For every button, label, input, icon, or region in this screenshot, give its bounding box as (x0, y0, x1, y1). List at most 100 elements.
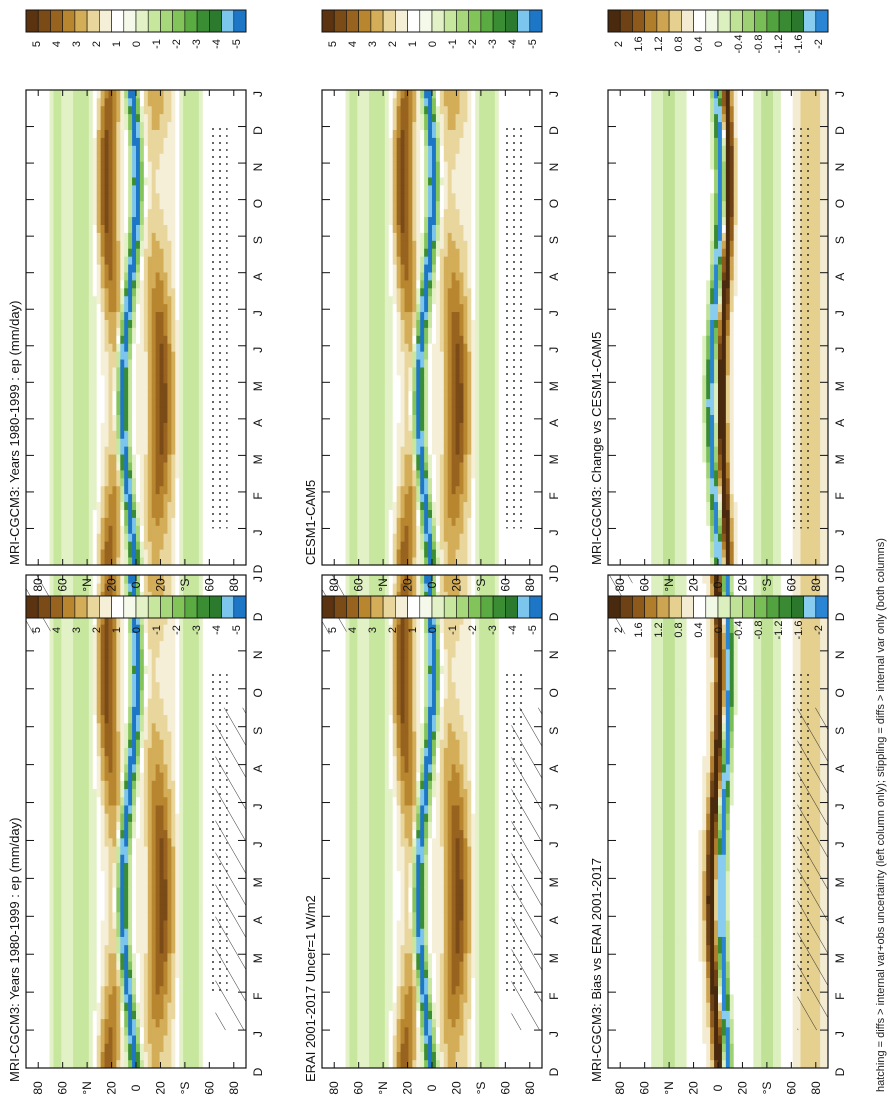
contour-cell (61, 478, 65, 486)
contour-cell (140, 756, 144, 765)
contour-cell (85, 1027, 89, 1036)
contour-cell (105, 945, 109, 954)
contour-cell (50, 343, 54, 351)
contour-cell (54, 969, 58, 978)
contour-cell (140, 961, 144, 970)
contour-cell (167, 764, 171, 773)
contour-cell (69, 706, 73, 715)
contour-cell (120, 280, 124, 288)
contour-cell (156, 953, 160, 962)
contour-cell (175, 830, 179, 839)
contour-cell (132, 731, 136, 740)
contour-cell (93, 723, 97, 732)
contour-cell (97, 343, 101, 351)
contour-cell (109, 343, 113, 351)
contour-cell (112, 533, 116, 541)
contour-cell (97, 280, 101, 288)
contour-cell (89, 945, 93, 954)
contour-cell (167, 1027, 171, 1036)
contour-cell (54, 805, 58, 814)
contour-cell (77, 1010, 81, 1019)
contour-cell (230, 682, 234, 691)
contour-cell (26, 272, 30, 280)
contour-cell (54, 201, 58, 209)
contour-cell (132, 822, 136, 831)
contour-cell (120, 90, 124, 98)
contour-cell (97, 912, 101, 921)
contour-cell (61, 90, 65, 98)
contour-cell (112, 822, 116, 831)
contour-cell (65, 161, 69, 169)
contour-cell (109, 706, 113, 715)
contour-cell (57, 986, 61, 995)
contour-cell (124, 920, 128, 929)
contour-cell (191, 772, 195, 781)
contour-cell (54, 351, 58, 359)
contour-cell (61, 407, 65, 415)
contour-cell (54, 138, 58, 146)
contour-cell (46, 462, 50, 470)
month-label: J (251, 576, 265, 582)
contour-cell (57, 994, 61, 1003)
contour-cell (109, 233, 113, 241)
contour-cell (73, 557, 77, 565)
contour-cell (164, 1019, 168, 1028)
contour-cell (116, 1019, 120, 1028)
contour-cell (179, 904, 183, 913)
contour-cell (109, 649, 113, 658)
contour-cell (105, 138, 109, 146)
contour-cell (38, 846, 42, 855)
contour-cell (116, 430, 120, 438)
contour-cell (105, 518, 109, 526)
contour-cell (136, 920, 140, 929)
contour-cell (120, 690, 124, 699)
contour-cell (42, 312, 46, 320)
contour-cell (120, 248, 124, 256)
contour-cell (61, 805, 65, 814)
contour-cell (171, 772, 175, 781)
contour-cell (77, 805, 81, 814)
contour-cell (101, 423, 105, 431)
contour-cell (144, 822, 148, 831)
contour-cell (69, 359, 73, 367)
contour-cell (109, 90, 113, 98)
contour-cell (140, 739, 144, 748)
contour-cell (85, 822, 89, 831)
contour-cell (109, 1035, 113, 1044)
contour-cell (203, 789, 207, 798)
contour-cell (73, 1052, 77, 1061)
contour-cell (207, 1052, 211, 1061)
contour-cell (97, 854, 101, 863)
contour-cell (85, 430, 89, 438)
contour-cell (69, 486, 73, 494)
contour-cell (42, 351, 46, 359)
contour-cell (179, 879, 183, 888)
contour-cell (97, 928, 101, 937)
contour-cell (112, 895, 116, 904)
contour-cell (101, 533, 105, 541)
contour-cell (89, 1027, 93, 1036)
contour-cell (50, 895, 54, 904)
lat-label: 60 (202, 1081, 216, 1095)
contour-cell (77, 264, 81, 272)
contour-cell (61, 649, 65, 658)
contour-cell (156, 1043, 160, 1052)
contour-cell (120, 502, 124, 510)
contour-cell (128, 748, 132, 757)
contour-cell (61, 830, 65, 839)
contour-cell (93, 375, 97, 383)
contour-cell (101, 518, 105, 526)
contour-cell (77, 854, 81, 863)
contour-cell (30, 813, 34, 822)
contour-cell (42, 169, 46, 177)
contour-cell (124, 994, 128, 1003)
contour-cell (73, 272, 77, 280)
contour-cell (140, 690, 144, 699)
contour-cell (38, 961, 42, 970)
contour-cell (124, 772, 128, 781)
contour-cell (61, 986, 65, 995)
contour-cell (105, 1027, 109, 1036)
contour-cell (81, 462, 85, 470)
contour-cell (140, 805, 144, 814)
contour-cell (109, 549, 113, 557)
